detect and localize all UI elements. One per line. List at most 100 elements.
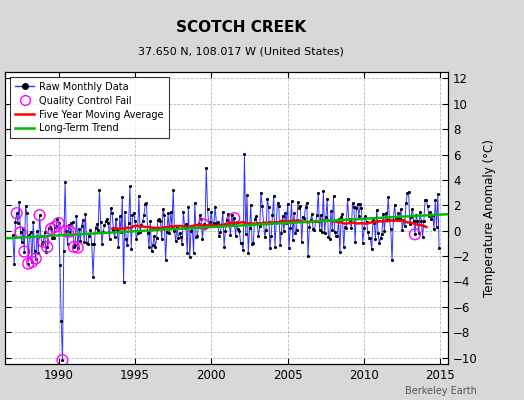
Point — [200, 221, 208, 228]
Point — [383, 216, 391, 223]
Point — [192, 234, 200, 240]
Point — [425, 213, 433, 220]
Point — [236, 240, 245, 246]
Point — [304, 252, 312, 259]
Point — [46, 224, 54, 230]
Point — [31, 255, 40, 262]
Point — [179, 208, 188, 215]
Point — [412, 212, 420, 218]
Point — [70, 244, 78, 250]
Point — [121, 208, 129, 215]
Point — [144, 230, 152, 236]
Point — [394, 210, 402, 216]
Point — [33, 228, 41, 234]
Point — [380, 228, 389, 234]
Point — [216, 229, 224, 235]
Point — [39, 238, 48, 245]
Point — [156, 218, 165, 224]
Point — [225, 220, 233, 226]
Point — [24, 260, 32, 267]
Point — [118, 194, 126, 200]
Point — [249, 240, 257, 246]
Point — [149, 242, 157, 248]
Point — [400, 222, 409, 229]
Point — [66, 228, 74, 235]
Point — [305, 224, 313, 230]
Point — [435, 245, 443, 251]
Point — [73, 244, 82, 251]
Point — [23, 210, 31, 216]
Point — [140, 212, 148, 218]
Point — [327, 208, 335, 214]
Point — [224, 211, 232, 217]
Point — [37, 233, 45, 239]
Point — [239, 247, 247, 253]
Point — [18, 239, 26, 246]
Point — [408, 205, 417, 212]
Point — [257, 190, 265, 196]
Point — [66, 228, 74, 235]
Point — [407, 214, 416, 220]
Point — [20, 248, 28, 255]
Point — [80, 238, 89, 245]
Text: Berkeley Earth: Berkeley Earth — [405, 386, 477, 396]
Point — [152, 235, 161, 242]
Point — [331, 228, 339, 235]
Point — [53, 215, 62, 222]
Point — [160, 212, 169, 218]
Point — [215, 232, 223, 239]
Point — [332, 232, 340, 239]
Point — [374, 230, 382, 236]
Point — [67, 220, 75, 226]
Point — [289, 236, 297, 243]
Point — [43, 244, 51, 250]
Point — [113, 227, 122, 233]
Point — [364, 229, 372, 235]
Point — [82, 240, 91, 246]
Point — [108, 210, 116, 216]
Point — [388, 256, 396, 263]
Point — [414, 230, 423, 236]
Point — [143, 200, 151, 206]
Point — [128, 212, 137, 218]
Point — [167, 209, 175, 215]
Point — [258, 203, 266, 210]
Point — [135, 193, 143, 199]
Point — [126, 183, 134, 190]
Point — [151, 244, 160, 250]
Point — [75, 226, 83, 232]
Point — [48, 234, 57, 241]
Point — [197, 216, 205, 222]
Point — [315, 226, 324, 233]
Point — [81, 211, 90, 218]
Point — [250, 216, 259, 222]
Point — [62, 228, 71, 234]
Point — [235, 228, 244, 234]
Point — [165, 230, 173, 236]
Point — [418, 234, 427, 240]
Point — [316, 212, 325, 219]
Point — [125, 220, 133, 226]
Point — [111, 234, 119, 241]
Point — [191, 199, 199, 206]
Point — [222, 216, 231, 223]
Point — [206, 218, 214, 225]
Point — [155, 216, 163, 223]
Point — [325, 236, 334, 242]
Point — [328, 227, 336, 234]
Point — [203, 205, 212, 212]
Point — [47, 226, 55, 232]
Point — [403, 190, 411, 196]
Point — [399, 217, 408, 224]
Point — [342, 224, 351, 231]
Point — [283, 200, 292, 207]
Point — [323, 196, 331, 203]
Point — [393, 215, 401, 222]
Point — [162, 229, 171, 236]
Point — [25, 232, 34, 238]
Point — [49, 235, 58, 242]
Point — [164, 210, 172, 216]
Point — [70, 244, 78, 250]
Point — [391, 216, 400, 222]
Point — [183, 250, 191, 256]
